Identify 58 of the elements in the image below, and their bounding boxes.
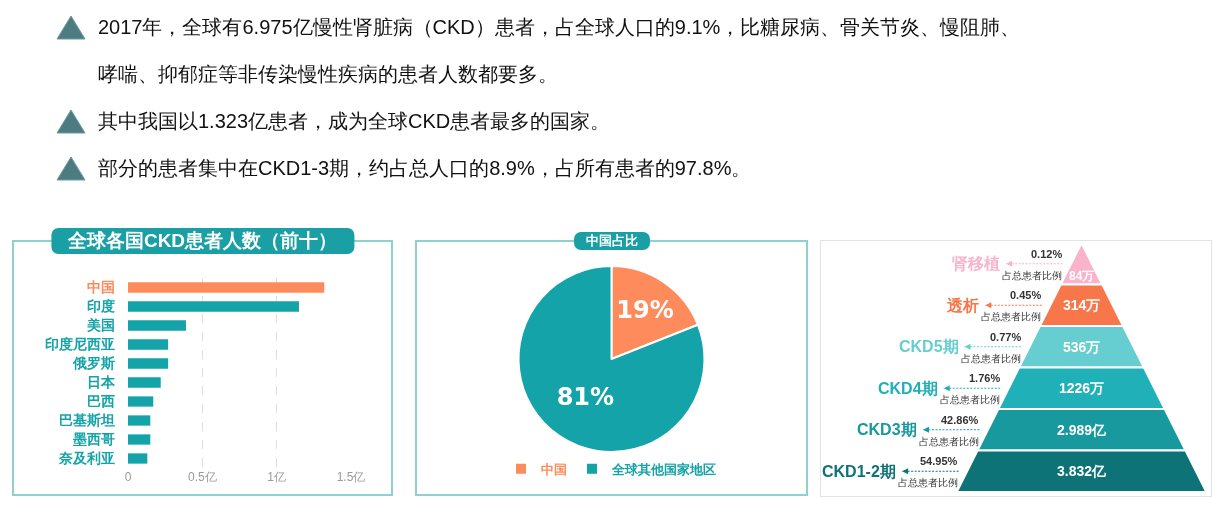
data-label: 1226万	[1059, 380, 1105, 396]
pie-slice	[517, 265, 706, 453]
category-label: CKD3期	[857, 421, 917, 438]
bar	[128, 396, 154, 407]
category-label: 肾移植	[952, 255, 1000, 272]
y-tick-label: 巴西	[87, 393, 115, 410]
bar	[128, 453, 148, 464]
data-label: 81%	[556, 383, 615, 412]
y-tick-label: 俄罗斯	[72, 355, 115, 372]
bar	[128, 301, 299, 312]
data-label: 1.76%	[969, 372, 1001, 384]
category-label: CKD4期	[878, 380, 938, 397]
bar	[128, 358, 169, 369]
series-label: 占总患者比例	[898, 475, 958, 489]
bar	[128, 282, 325, 293]
data-label: 536万	[1063, 339, 1101, 355]
chart-title: 中国占比	[573, 232, 650, 250]
x-tick-label: 0.5亿	[187, 470, 217, 484]
bar	[128, 415, 151, 426]
y-tick-label: 日本	[87, 374, 116, 391]
y-tick-label: 印度尼西亚	[45, 336, 115, 353]
legend-label: 中国	[541, 459, 567, 478]
data-label: 54.95%	[920, 455, 958, 467]
category-label: 透析	[946, 297, 979, 314]
text: 占总患者比例	[961, 351, 1021, 365]
data-label: 0.12%	[1031, 248, 1063, 260]
bar	[128, 434, 151, 445]
y-tick-label: 中国	[87, 279, 115, 296]
bar	[128, 320, 186, 331]
category-label: CKD1-2期	[822, 463, 896, 480]
y-tick-label: 奈及利亚	[58, 450, 115, 467]
y-tick-label: 墨西哥	[72, 431, 115, 448]
data-label: 0.77%	[990, 331, 1022, 343]
text: 占总患者比例	[981, 309, 1041, 323]
data-label: 3.832亿	[1057, 463, 1108, 479]
text: 其中我国以1.323亿患者，成为全球CKD患者最多的国家。	[98, 110, 611, 132]
x-tick-label: 1亿	[267, 470, 287, 484]
y-tick-label: 美国	[86, 317, 115, 334]
x-tick-label: 0	[124, 470, 132, 484]
text: 部分的患者集中在CKD1-3期，约占总人口的8.9%，占所有患者的97.8%。	[98, 157, 752, 179]
y-tick-label: 巴基斯坦	[59, 412, 115, 429]
legend-label: 全球其他国家地区	[611, 459, 716, 478]
data-label: 0.45%	[1010, 289, 1042, 301]
text: 占总患者比例	[1002, 268, 1062, 282]
data-label: 42.86%	[941, 414, 979, 426]
bar	[128, 377, 161, 388]
text: 2017年，全球有6.975亿慢性肾脏病（CKD）患者，占全球人口的9.1%，比糖尿病、骨关节炎、慢阻肺、哮喘、抑郁症等非传染慢性疾病的患者人数都要多。	[98, 16, 1021, 85]
bar	[128, 339, 169, 350]
x-tick-label: 1.5亿	[336, 470, 366, 484]
text: 占总患者比例	[919, 434, 979, 448]
category-label: CKD5期	[899, 338, 959, 355]
text: 占总患者比例	[940, 392, 1000, 406]
y-tick-label: 印度	[87, 298, 115, 315]
data-label: 2.989亿	[1057, 422, 1108, 438]
chart-title: 全球各国CKD患者人数（前十）	[50, 228, 355, 254]
data-label: 84万	[1069, 269, 1095, 283]
data-label: 19%	[616, 295, 674, 324]
data-label: 314万	[1063, 297, 1101, 313]
